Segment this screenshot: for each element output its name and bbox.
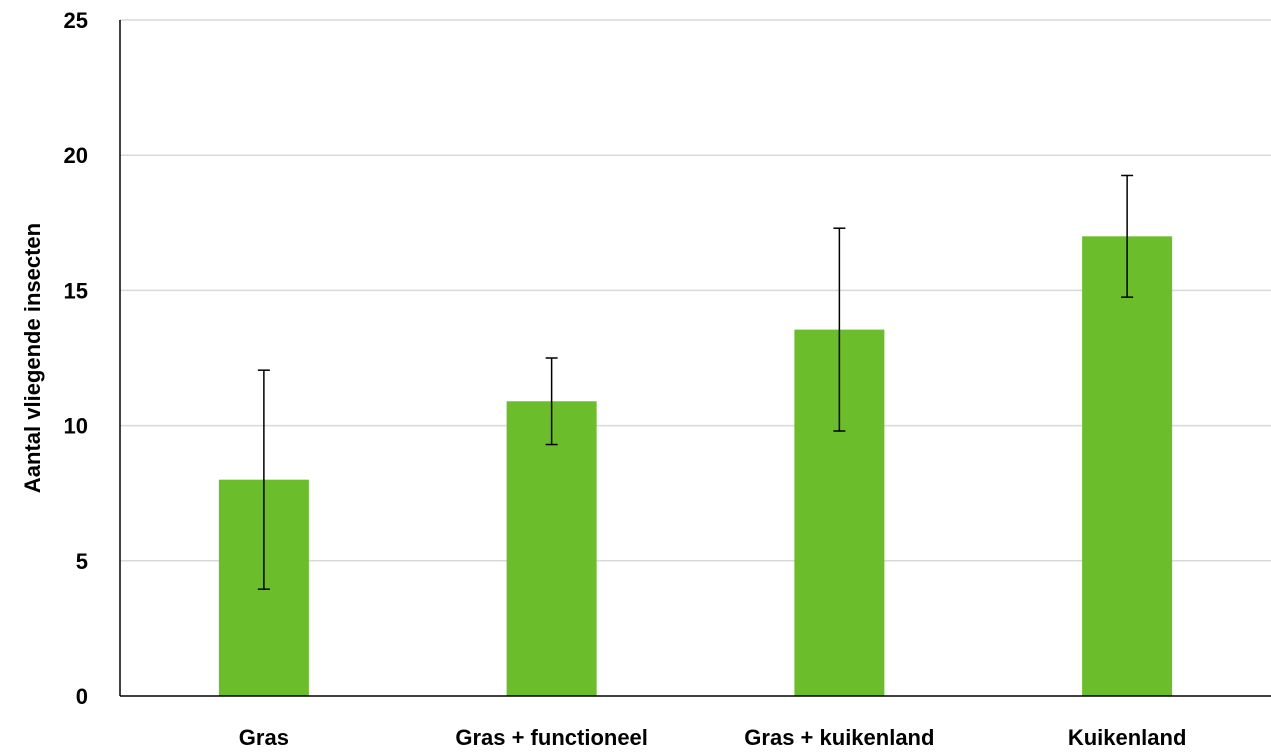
y-axis-title: Aantal vliegende insecten [20,223,45,493]
bars [218,236,1173,696]
y-tick-label: 20 [64,143,88,168]
error-bar [257,369,270,590]
x-tick-label: Gras + kuikenland [744,725,934,750]
y-tick-label: 10 [64,414,88,439]
y-tick-label: 25 [64,8,88,33]
gridlines [120,19,1271,562]
y-tick-label: 5 [76,549,88,574]
error-bar [1121,174,1134,298]
bar [506,401,597,696]
error-bars [257,174,1134,590]
error-bar [545,357,558,446]
x-tick-label: Kuikenland [1068,725,1187,750]
bar [1082,236,1173,696]
y-axis-ticks: 0 5 10 15 20 25 [64,8,88,709]
y-tick-label: 0 [76,684,88,709]
x-axis-labels: Gras Gras + functioneel Gras + kuikenland K… [239,725,1187,750]
x-tick-label: Gras [239,725,289,750]
y-tick-label: 15 [64,278,88,303]
x-tick-label: Gras + functioneel [455,725,648,750]
error-bar [833,227,846,432]
